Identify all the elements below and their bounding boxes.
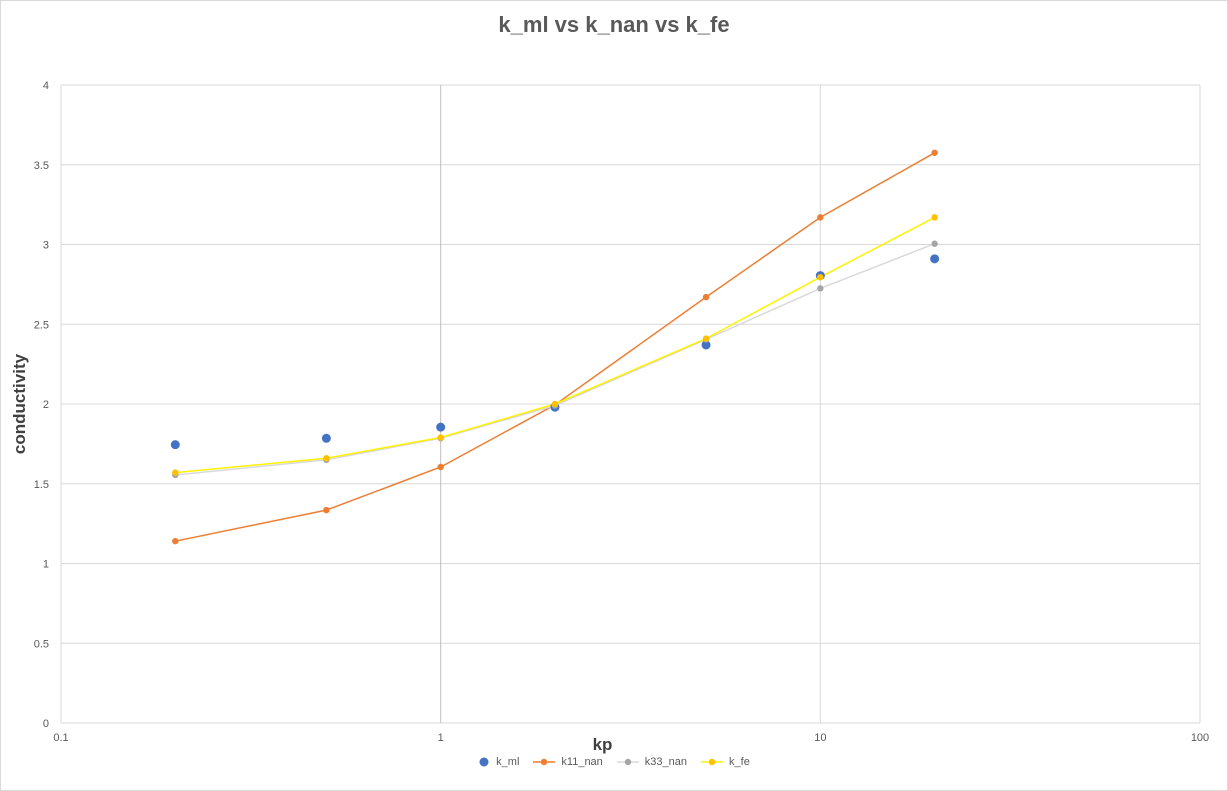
- legend-label: k_fe: [729, 756, 750, 768]
- y-tick-label: 3: [43, 240, 49, 252]
- legend-marker-icon: [533, 758, 556, 766]
- legend-item-k_ml: k_ml: [478, 756, 519, 768]
- x-tick-label: 0.1: [53, 732, 68, 744]
- data-point-k_ml: [170, 440, 180, 450]
- legend-marker-icon: [479, 757, 489, 767]
- data-point-k_fe: [323, 455, 330, 462]
- data-point-k_fe: [437, 434, 444, 441]
- data-point-k11_nan: [817, 214, 824, 221]
- chart-title: k_ml vs k_nan vs k_fe: [498, 12, 730, 37]
- y-tick-label: 1: [43, 559, 49, 571]
- data-point-k_ml: [436, 422, 446, 432]
- data-point-k11_nan: [437, 463, 444, 471]
- legend-label: k_ml: [496, 756, 520, 768]
- data-point-k_fe: [551, 400, 559, 408]
- data-point-k11_nan: [702, 293, 710, 301]
- data-point-k_fe: [702, 335, 710, 342]
- x-tick-label: 10: [814, 732, 826, 744]
- legend-marker-icon: [616, 758, 639, 766]
- data-point-k_ml: [930, 254, 940, 264]
- legend-item-k33_nan: k33_nan: [616, 756, 688, 768]
- data-point-k_ml: [701, 340, 711, 350]
- data-point-k11_nan: [323, 506, 330, 514]
- legend-marker-icon: [701, 758, 724, 766]
- data-point-k_ml: [321, 433, 331, 443]
- data-point-k11_nan: [931, 149, 938, 156]
- y-axis-title: conductivity: [10, 353, 29, 454]
- y-tick-label: 0: [43, 718, 49, 730]
- data-point-k_fe: [817, 273, 824, 281]
- y-tick-label: 0.5: [34, 638, 49, 650]
- y-tick-label: 3.5: [34, 160, 49, 172]
- data-point-k_fe: [172, 469, 179, 476]
- data-point-k_fe: [931, 214, 938, 221]
- legend-label: k33_nan: [644, 756, 688, 768]
- legend-item-k11_nan: k11_nan: [533, 756, 603, 768]
- legend-item-k_fe: k_fe: [701, 756, 750, 768]
- legend-label: k11_nan: [561, 756, 603, 768]
- x-axis-title: kp: [593, 735, 613, 754]
- data-point-k33_nan: [931, 240, 938, 247]
- x-tick-label: 1: [438, 732, 444, 744]
- y-tick-label: 2: [43, 399, 49, 411]
- data-point-k11_nan: [172, 537, 179, 545]
- y-tick-label: 2.5: [34, 319, 49, 331]
- data-point-k33_nan: [817, 285, 824, 292]
- x-tick-label: 100: [1191, 732, 1209, 744]
- y-tick-label: 4: [43, 80, 49, 92]
- legend: k_ml k11_nan k33_nan k_fe: [0, 756, 1228, 770]
- y-tick-label: 1.5: [34, 479, 49, 491]
